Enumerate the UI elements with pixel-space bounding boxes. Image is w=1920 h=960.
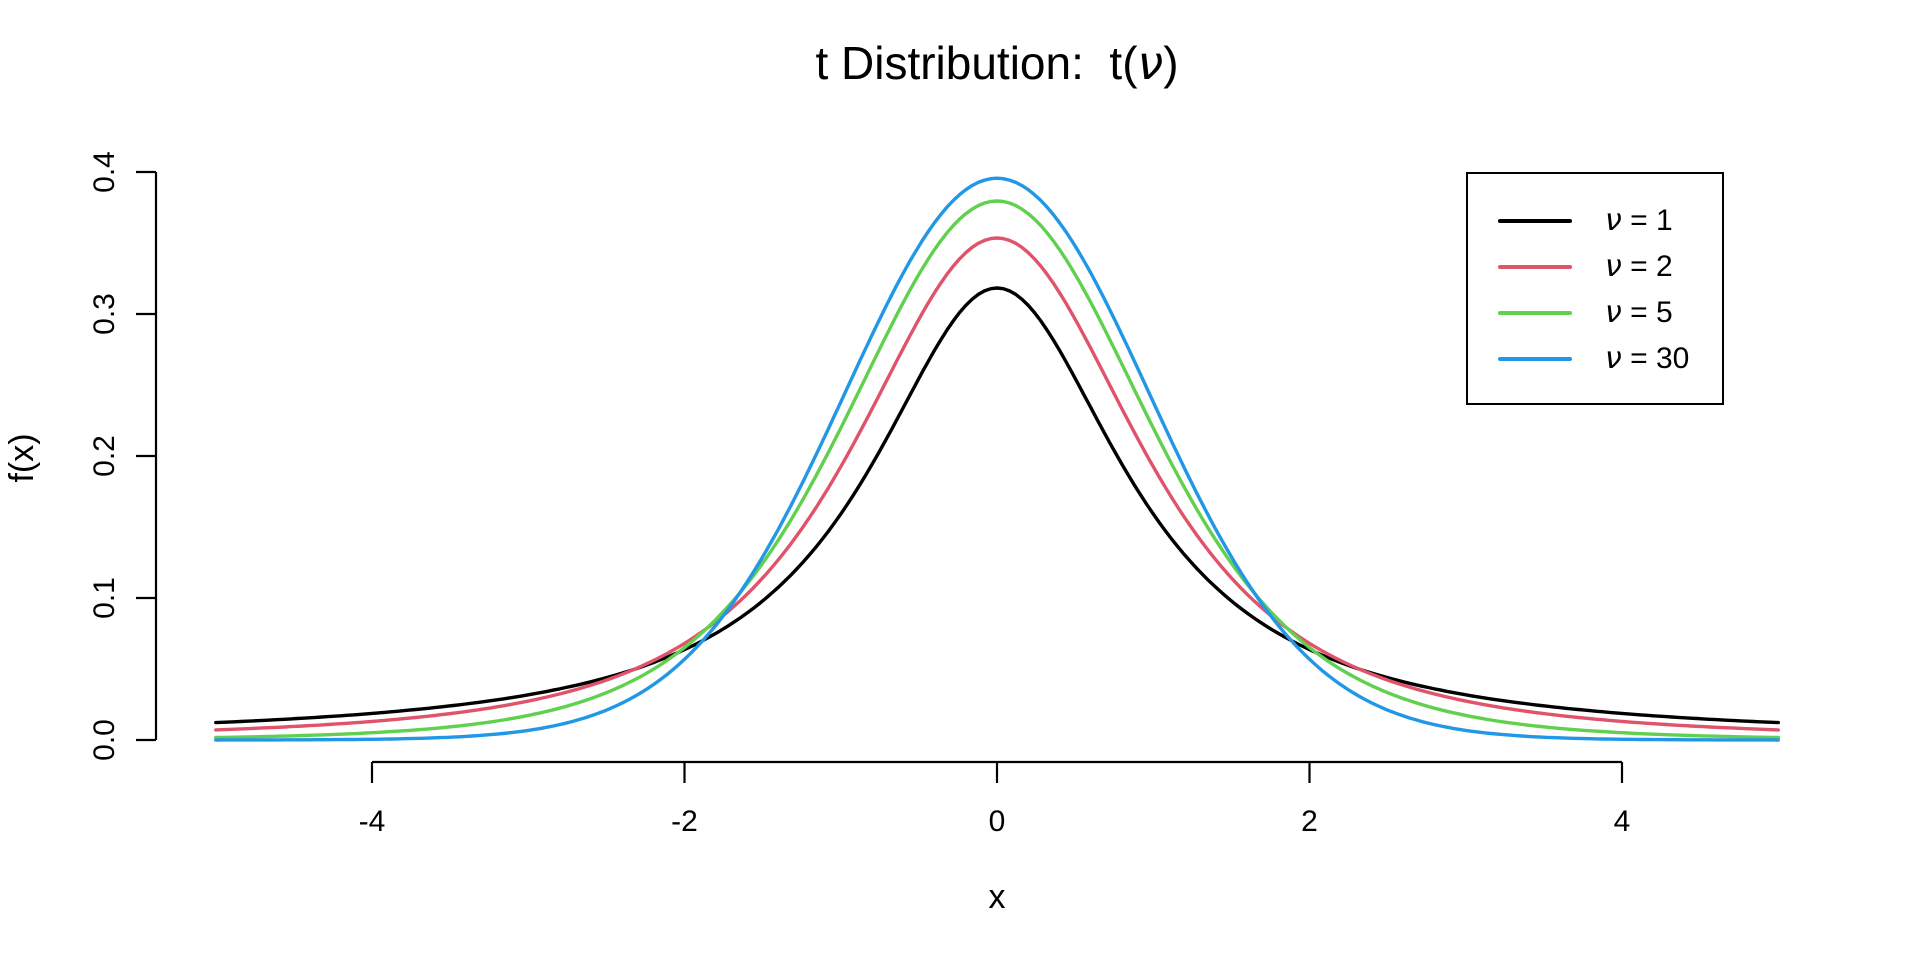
y-tick-label: 0.1 — [88, 577, 121, 619]
x-tick-label: 0 — [989, 805, 1006, 838]
nu-symbol: ν — [1605, 295, 1622, 330]
x-tick-label: 4 — [1614, 805, 1631, 838]
chart-title-suffix: ) — [1163, 37, 1179, 89]
curve-nu-2 — [214, 236, 1780, 732]
x-axis-title: x — [989, 878, 1006, 916]
chart-title: t Distribution: t(ν) — [153, 40, 1841, 86]
legend-label-nu-30: ν = 30 — [1605, 344, 1689, 374]
legend-label-nu-1: ν = 1 — [1605, 206, 1673, 236]
nu-symbol: ν — [1137, 36, 1164, 90]
y-tick-label: 0.3 — [88, 293, 121, 335]
legend-label-nu-5: ν = 5 — [1605, 298, 1673, 328]
legend: ν = 1 ν = 2 ν = 5 ν = 30 — [1466, 172, 1724, 405]
legend-label-text: = 2 — [1621, 250, 1673, 283]
legend-label-text: = 1 — [1621, 204, 1673, 237]
legend-line-swatch-nu-5 — [1498, 311, 1572, 315]
y-tick-label: 0.4 — [88, 151, 121, 193]
legend-label-nu-2: ν = 2 — [1605, 252, 1673, 282]
chart-title-prefix: t Distribution: t( — [815, 37, 1138, 89]
legend-item-nu-5: ν = 5 — [1468, 290, 1722, 336]
curve-nu-1 — [214, 286, 1780, 725]
legend-line-swatch-nu-2 — [1498, 265, 1572, 269]
legend-item-nu-1: ν = 1 — [1468, 198, 1722, 244]
x-tick-label: -4 — [359, 805, 386, 838]
x-tick-label: -2 — [671, 805, 698, 838]
curve-nu-5 — [214, 199, 1780, 740]
nu-symbol: ν — [1605, 203, 1622, 238]
nu-symbol: ν — [1605, 341, 1622, 376]
nu-symbol: ν — [1605, 249, 1622, 284]
x-tick-label: 2 — [1301, 805, 1318, 838]
curve-nu-30 — [214, 176, 1780, 742]
legend-line-swatch-nu-1 — [1498, 219, 1572, 223]
legend-line-swatch-nu-30 — [1498, 357, 1572, 361]
y-tick-label: 0.0 — [88, 719, 121, 761]
legend-item-nu-30: ν = 30 — [1468, 336, 1722, 382]
y-tick-label: 0.2 — [88, 435, 121, 477]
legend-label-text: = 5 — [1621, 296, 1673, 329]
legend-label-text: = 30 — [1621, 342, 1690, 375]
legend-item-nu-2: ν = 2 — [1468, 244, 1722, 290]
y-axis-title: f(x) — [3, 433, 41, 482]
